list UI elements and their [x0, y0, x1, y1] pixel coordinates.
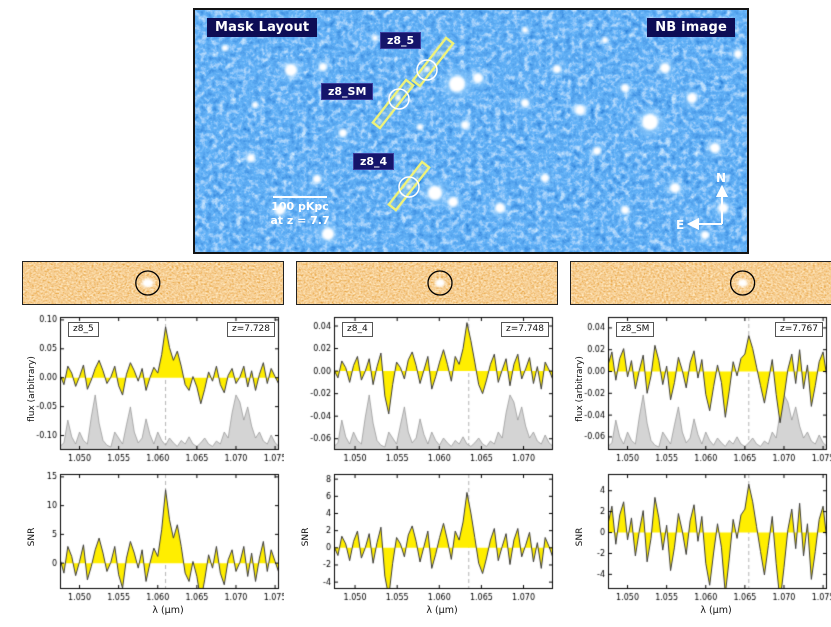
- slit-z8_4: [387, 160, 431, 212]
- galaxy-blobs: [219, 22, 746, 245]
- 2d-spectrum-strip-z8_4: [296, 261, 558, 305]
- redshift-tag: z=7.767: [774, 322, 823, 337]
- spectra-columns: flux (arbitrary) z8_5 z=7.728 SNR λ (μm): [22, 261, 831, 616]
- redshift-tag: z=7.748: [500, 322, 549, 337]
- emission-circle: [729, 270, 756, 296]
- snr-y-axis-label: SNR: [301, 527, 311, 547]
- object-id-tag: z8_SM: [616, 322, 655, 337]
- scale-bar-line: [273, 196, 327, 198]
- flux-plot-z8_SM: flux (arbitrary) z8_SM z=7.767: [570, 313, 831, 465]
- target-label-z8_SM: z8_SM: [321, 83, 374, 100]
- emission-circle: [427, 270, 453, 296]
- flux-plot-canvas: [296, 313, 558, 465]
- scale-bar-text-1: 100 pKpc: [271, 200, 329, 213]
- compass-north-label: N: [716, 171, 726, 185]
- wavelength-axis-label: λ (μm): [426, 605, 458, 616]
- snr-plot-canvas: [296, 470, 558, 604]
- flux-plot-z8_5: flux (arbitrary) z8_5 z=7.728: [22, 313, 284, 465]
- target-label-z8_5: z8_5: [380, 32, 422, 49]
- object-id-tag: z8_4: [342, 322, 373, 337]
- target-label-z8_4: z8_4: [353, 153, 395, 170]
- target-circle-z8_5: [416, 59, 438, 81]
- emission-circle: [135, 270, 161, 296]
- mask-layout-title: Mask Layout: [207, 18, 318, 37]
- wavelength-axis-label: λ (μm): [152, 605, 184, 616]
- snr-plot-z8_5: SNR: [22, 470, 284, 604]
- redshift-tag: z=7.728: [226, 322, 275, 337]
- snr-plot-z8_4: SNR: [296, 470, 558, 604]
- target-circle-z8_4: [398, 176, 420, 198]
- target-circle-z8_SM: [388, 88, 410, 110]
- compass-east-label: E: [676, 218, 684, 232]
- compass: [686, 184, 729, 231]
- scale-bar-text-2: at z = 7.7: [270, 213, 330, 227]
- snr-y-axis-label: SNR: [27, 527, 37, 547]
- snr-y-axis-label: SNR: [575, 527, 585, 547]
- flux-y-axis-label: flux (arbitrary): [27, 356, 37, 422]
- nb-sky-image: N E: [195, 10, 747, 252]
- snr-plot-z8_SM: SNR: [570, 470, 831, 604]
- spectrum-column-z8_4: z8_4 z=7.748 SNR λ (μm): [296, 261, 558, 616]
- flux-plot-canvas: [570, 313, 831, 465]
- nb-image-title: NB image: [647, 18, 735, 37]
- scale-bar: 100 pKpc at z = 7.7: [261, 196, 339, 228]
- flux-plot-canvas: [22, 313, 284, 465]
- spectrum-column-z8_SM: flux (arbitrary) z8_SM z=7.767 SNR λ (μm…: [570, 261, 831, 616]
- 2d-spectrum-strip-z8_5: [22, 261, 284, 305]
- emission-blob: [141, 278, 154, 288]
- nb-image-panel: N E Mask Layout NB image z8_5 z8_SM z8_4…: [193, 8, 749, 254]
- emission-blob: [737, 279, 748, 287]
- flux-y-axis-label: flux (arbitrary): [575, 356, 585, 422]
- emission-blob: [435, 279, 445, 287]
- snr-plot-canvas: [570, 470, 831, 604]
- wavelength-axis-label: λ (μm): [700, 605, 732, 616]
- spectrum-column-z8_5: flux (arbitrary) z8_5 z=7.728 SNR λ (μm): [22, 261, 284, 616]
- object-id-tag: z8_5: [68, 322, 99, 337]
- flux-plot-z8_4: z8_4 z=7.748: [296, 313, 558, 465]
- 2d-spectrum-strip-z8_SM: [570, 261, 831, 305]
- snr-plot-canvas: [22, 470, 284, 604]
